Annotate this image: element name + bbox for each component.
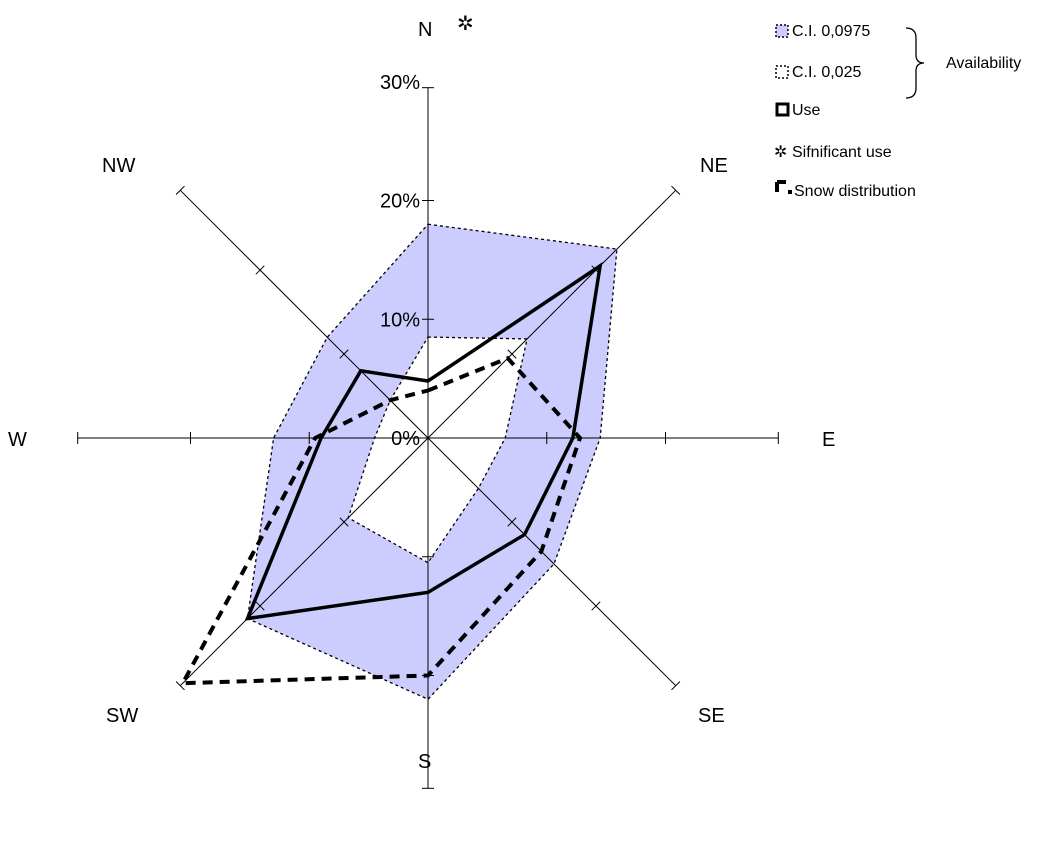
tick-nw-0 [339, 349, 349, 359]
legend-swatch-ci-0975-icon [775, 24, 789, 38]
series-snow-distribution-line [179, 355, 583, 686]
significant-use-marker-icon: ✲ [457, 11, 474, 35]
tick-se-0 [507, 517, 517, 527]
legend-swatch-significant-icon: ✲ [774, 142, 787, 161]
legend-label-ci-0975: C.I. 0,0975 [792, 23, 870, 40]
direction-label-nw: NW [102, 155, 135, 177]
legend-swatch-use-icon [775, 102, 790, 117]
radial-tick-label: 30% [380, 72, 420, 94]
legend-item-ci-025: C.I. 0,025 [775, 64, 861, 81]
direction-label-e: E [822, 429, 835, 451]
axis-se [427, 437, 677, 687]
legend-item-use: Use [775, 102, 821, 119]
radial-tick-label: 20% [380, 191, 420, 213]
direction-label-w: W [8, 429, 27, 451]
axis-labels: N NE E SE S SW W NW 0% 10% 20% 30% [8, 19, 835, 773]
radial-tick-label: 0% [391, 428, 420, 450]
tick-nw-2 [175, 185, 185, 195]
tick-ne-0 [507, 349, 517, 359]
axes [77, 87, 779, 789]
direction-label-s: S [418, 751, 431, 773]
legend-swatch-snow-icon [775, 180, 792, 194]
legend-group-availability: Availability [946, 55, 1021, 72]
tick-sw-2 [175, 681, 185, 691]
legend-label-ci-025: C.I. 0,025 [792, 64, 861, 81]
legend: C.I. 0,0975 C.I. 0,025 Use ✲ Sifnificant… [774, 23, 1021, 200]
axis-nw [179, 189, 429, 439]
axis-ne [427, 189, 677, 439]
legend-item-ci-0975: C.I. 0,0975 [775, 23, 870, 40]
tick-nw-1 [255, 265, 265, 275]
direction-label-n: N [418, 19, 432, 41]
series-lines [179, 262, 603, 686]
direction-label-ne: NE [700, 155, 728, 177]
legend-label-use: Use [792, 102, 821, 119]
axis-sw [179, 437, 429, 687]
series-use-line [244, 262, 603, 621]
legend-label-snow: Snow distribution [794, 183, 916, 200]
availability-brace [905, 27, 925, 99]
radial-tick-label: 10% [380, 309, 420, 331]
direction-label-se: SE [698, 705, 725, 727]
legend-item-snow: Snow distribution [775, 180, 916, 200]
tick-sw-1 [255, 601, 265, 611]
legend-swatch-ci-025-icon [775, 65, 789, 79]
tick-se-2 [671, 681, 681, 691]
tick-ne-2 [671, 185, 681, 195]
direction-label-sw: SW [106, 705, 138, 727]
legend-label-significant-use: Sifnificant use [792, 144, 892, 161]
tick-se-1 [591, 601, 601, 611]
legend-item-significant-use: ✲ Sifnificant use [774, 142, 892, 161]
tick-sw-0 [339, 517, 349, 527]
